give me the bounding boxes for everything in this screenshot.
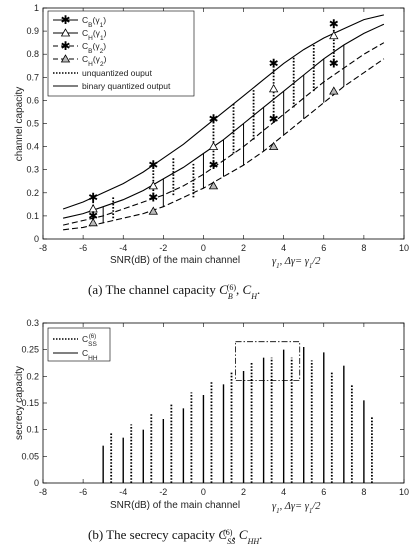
plot-a-markers: ✱ ✱ ✱ ✱ ✱ ✱ ✱ ✱ ✱ ✱: [88, 17, 339, 227]
legend-label-css: CSS(6): [82, 334, 97, 348]
plot-a-star-marker: ✱: [148, 158, 158, 172]
plot-b-xtick-label: 6: [321, 487, 326, 497]
plot-b-xtick-label: -2: [159, 487, 167, 497]
plot-a-ytick-label: 0.3: [26, 165, 39, 175]
plot-a-xtick-label: 2: [241, 243, 246, 253]
plot-a-star-marker: ✱: [269, 56, 279, 70]
plot-a-curve-4: [63, 58, 385, 231]
plot-a-xtick-label: 8: [361, 243, 366, 253]
legend-label-binary: binary quantized output: [82, 81, 171, 91]
plot-b-ylabel: secrecy capacity: [14, 366, 25, 440]
plot-a-star-marker: ✱: [208, 112, 218, 126]
plot-a-star-marker: ✱: [329, 17, 339, 31]
plot-b-legend-box: [47, 327, 111, 362]
plot-a-xtick-label: 10: [399, 243, 409, 253]
plot-a-triangle-marker: [88, 204, 98, 213]
plot-a-curve-3: [62, 42, 385, 226]
plot-a-triangle-marker: [268, 84, 279, 93]
plot-a-star-marker: ✱: [148, 190, 158, 204]
plot-b-ytick-label: 0.3: [26, 318, 39, 328]
plot-b-ytick-label: 0.05: [21, 451, 39, 461]
plot-a-curve-2: [62, 23, 385, 219]
plot-b-xtick-label: 8: [361, 487, 366, 497]
caption-b: (b) The secrecy capacity CSS(6), CHH.: [88, 527, 262, 546]
plot-a-xtick-label: 0: [201, 243, 206, 253]
plot-b-ytick-label: 0.25: [21, 345, 39, 355]
plot-a-curve-1: [62, 14, 385, 210]
chart-a: -8 -6 -4 -2 0 2 4 6 8 10 0 0.1 0.2 0.3 0.4 0.5 0.6 0.7 0.8…: [14, 3, 409, 301]
plot-a-ytick-label: 0.2: [26, 188, 39, 198]
plot-a-xtick-label: -4: [119, 243, 127, 253]
plot-a-ticks: -8 -6 -4 -2 0 2 4 6 8 10 0 0.1 0.2 0.3 0.4 0.5 0.6 0.7 0.8…: [26, 3, 409, 253]
plot-a-triangle-marker: [329, 86, 339, 95]
plot-a-legend-box: [47, 10, 195, 97]
plot-a-xtick-label: -6: [79, 243, 87, 253]
plot-a-ylabel: channel capacity: [14, 87, 25, 162]
plot-b-xtick-label: 0: [201, 487, 206, 497]
plot-a-legend: ✱ CB(γ1) CH(γ1) ✱ CB(γ2) CH(γ2) unquanti…: [47, 10, 195, 97]
plot-a-star-marker: ✱: [329, 56, 339, 70]
plot-b-ytick-label: 0.2: [26, 371, 39, 381]
legend-label-cb1: CB(γ1): [82, 15, 106, 29]
legend-label-ch1: CH(γ1): [82, 28, 107, 42]
plot-a-ytick-label: 0.9: [26, 26, 39, 36]
plot-a-triangle-marker: [88, 218, 98, 227]
plot-a-star-marker: ✱: [88, 209, 98, 223]
plot-a-ytick-label: 1: [34, 3, 39, 13]
legend-label-ch2: CH(γ2): [82, 54, 107, 68]
plot-b-ytick-label: 0: [34, 478, 39, 488]
legend-label-chh: CHH: [82, 348, 98, 362]
plot-a-triangle-marker: [268, 141, 279, 151]
plot-b-annotation: γ1, Δγ= γ1/2: [272, 501, 321, 515]
plot-a-xtick-label: -8: [39, 243, 47, 253]
plot-a-triangle-marker: [148, 181, 158, 190]
plot-a-triangle-marker: [208, 141, 219, 151]
chart-b: -8 -6 -4 -2 0 2 4 6 8 10 0 0.05 0.1 0.15 0.2 0.25 0.3 se…: [14, 318, 409, 546]
plot-b-zoom-box: [235, 341, 301, 381]
plot-a-triangle-marker: [208, 181, 219, 190]
plot-b-ytick-label: 0.15: [21, 398, 39, 408]
plot-a-xtick-label: -2: [159, 243, 167, 253]
plot-b-xtick-label: 2: [241, 487, 246, 497]
caption-a: (a) The channel capacity CB(6), CH.: [88, 282, 260, 301]
plot-b-xtick-label: -6: [79, 487, 87, 497]
plot-a-ytick-label: 0.8: [26, 49, 39, 59]
plot-a-ytick-label: 0: [34, 234, 39, 244]
plot-a-star-marker: ✱: [208, 158, 218, 172]
legend-label-unquantized: unquantized ouput: [82, 68, 153, 78]
legend-marker-ch2: [60, 54, 71, 63]
plot-a-curves: [62, 14, 385, 231]
legend-marker-cb1: ✱: [60, 13, 70, 27]
plot-b-xlabel: SNR(dB) of the main channel: [110, 500, 240, 511]
plot-a-ytick-label: 0.1: [26, 211, 39, 221]
plot-b-ytick-label: 0.1: [26, 425, 39, 435]
legend-label-cb2: CB(γ2): [82, 41, 106, 55]
plot-a-xtick-label: 4: [281, 243, 286, 253]
legend-marker-ch1: [60, 28, 71, 37]
plot-a-ytick-label: 0.7: [26, 72, 39, 82]
plot-b-xtick-label: -4: [119, 487, 127, 497]
plot-a-ytick-label: 0.5: [26, 119, 39, 129]
plot-b-ticks: -8 -6 -4 -2 0 2 4 6 8 10 0 0.05 0.1 0.15 0.2 0.25 0.3: [21, 318, 409, 497]
plot-a-ytick-label: 0.6: [26, 95, 39, 105]
plot-a-star-marker: ✱: [269, 112, 279, 126]
plot-a-annotation: γ1, Δγ= γ1/2: [272, 256, 321, 270]
plot-b-legend: CSS(6) CHH: [47, 327, 111, 362]
plot-b-xtick-label: 10: [399, 487, 409, 497]
plot-b-bars: [102, 347, 373, 483]
plot-a-xtick-label: 6: [321, 243, 326, 253]
plot-a-triangle-marker: [329, 30, 339, 40]
legend-marker-cb2: ✱: [60, 39, 70, 53]
plot-a-ytick-label: 0.4: [26, 142, 39, 152]
plot-a-star-marker: ✱: [88, 190, 98, 204]
plot-b-xtick-label: -8: [39, 487, 47, 497]
plot-a-xlabel: SNR(dB) of the main channel: [110, 255, 240, 266]
plot-a-triangle-marker: [148, 206, 158, 215]
plot-b-xtick-label: 4: [281, 487, 286, 497]
